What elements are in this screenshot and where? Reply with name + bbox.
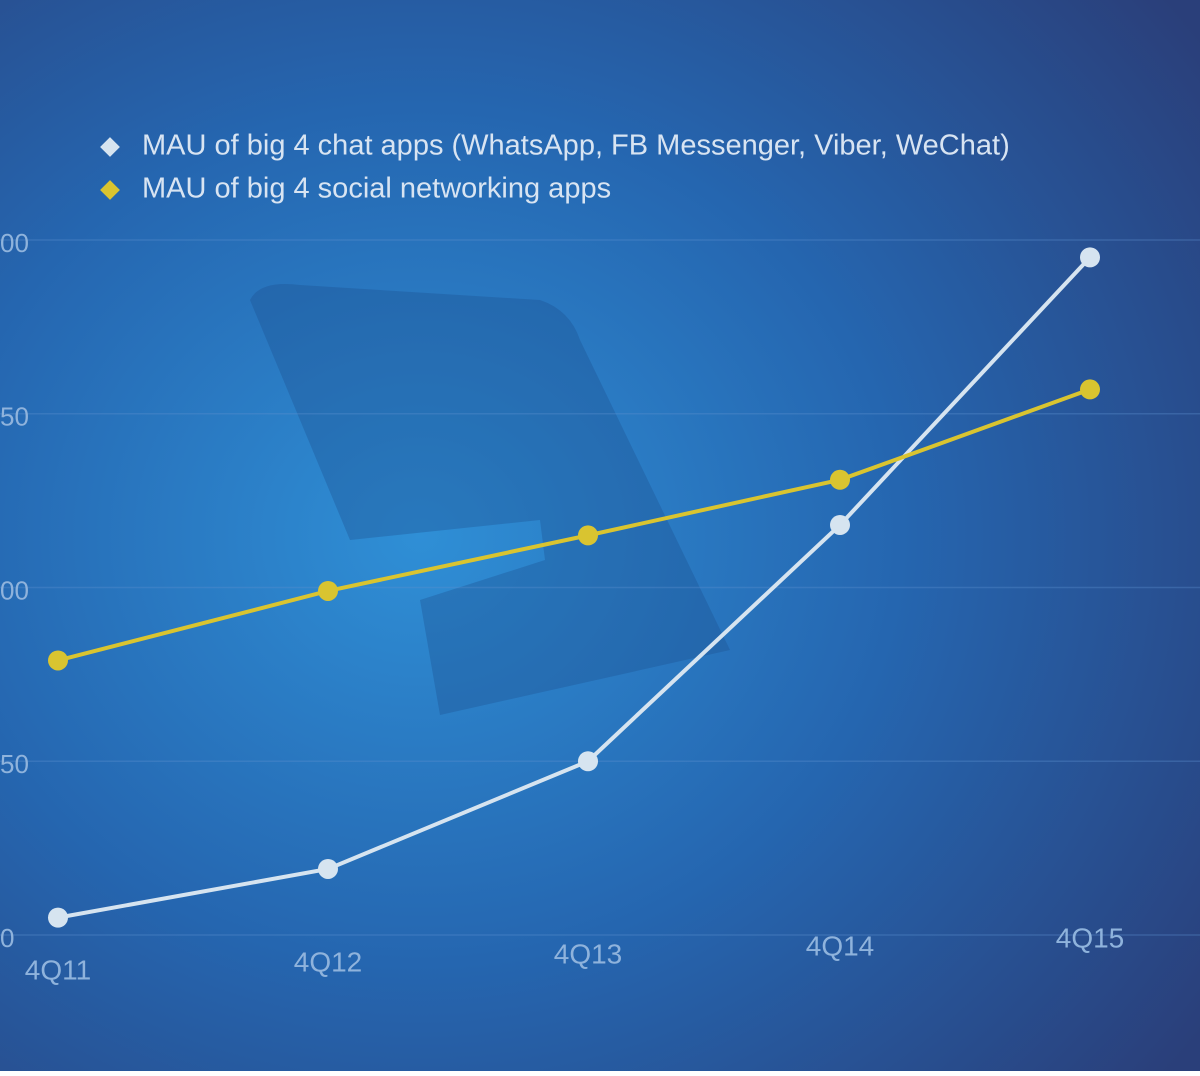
x-tick-label: 4Q12 — [294, 946, 363, 977]
legend-marker — [100, 137, 120, 157]
y-tick-label: 50 — [0, 749, 29, 779]
data-point — [48, 907, 68, 928]
data-point — [578, 525, 598, 546]
y-tick-label: 50 — [0, 402, 29, 432]
data-point — [318, 580, 338, 601]
x-tick-label: 4Q13 — [554, 938, 623, 969]
y-tick-label: 0 — [0, 923, 14, 953]
data-point — [48, 650, 68, 671]
data-point — [830, 469, 850, 490]
watermark — [250, 284, 730, 715]
x-tick-label: 4Q14 — [806, 930, 875, 961]
y-tick-label: 00 — [0, 228, 29, 258]
legend-label: MAU of big 4 social networking apps — [142, 173, 611, 205]
data-point — [578, 751, 598, 772]
x-tick-label: 4Q15 — [1056, 922, 1125, 953]
x-tick-label: 4Q11 — [25, 954, 91, 985]
legend-label: MAU of big 4 chat apps (WhatsApp, FB Mes… — [142, 130, 1010, 162]
data-point — [1080, 379, 1100, 400]
y-tick-label: 00 — [0, 575, 29, 605]
data-point — [318, 858, 338, 879]
legend-marker — [100, 180, 120, 200]
data-point — [1080, 247, 1100, 268]
data-point — [830, 514, 850, 535]
